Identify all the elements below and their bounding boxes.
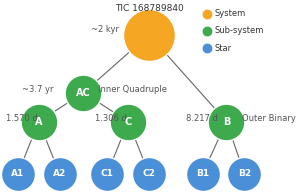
Text: Sub-system: Sub-system (215, 26, 264, 35)
Point (205, 12, 209, 15)
Point (200, 172, 205, 175)
Text: C1: C1 (101, 169, 114, 178)
Point (15, 172, 20, 175)
Text: AC: AC (76, 88, 91, 98)
Point (242, 172, 247, 175)
Text: ~2 kyr: ~2 kyr (91, 25, 119, 34)
Text: C2: C2 (142, 169, 156, 178)
Point (205, 29, 209, 32)
Text: 1.570 d: 1.570 d (6, 114, 38, 123)
Point (81, 91, 86, 94)
Text: B1: B1 (196, 169, 209, 178)
Point (224, 120, 229, 123)
Text: Star: Star (215, 44, 232, 53)
Text: 8.217 d: 8.217 d (186, 114, 218, 123)
Point (36, 120, 41, 123)
Text: 1.306 d: 1.306 d (95, 114, 127, 123)
Text: C: C (125, 117, 132, 127)
Point (126, 120, 131, 123)
Point (147, 33, 151, 36)
Text: ~3.7 yr: ~3.7 yr (22, 85, 54, 94)
Text: A: A (35, 117, 43, 127)
Point (105, 172, 110, 175)
Point (205, 47, 209, 50)
Point (57, 172, 62, 175)
Text: A1: A1 (11, 169, 24, 178)
Text: B: B (223, 117, 230, 127)
Point (147, 172, 151, 175)
Text: TIC 168789840: TIC 168789840 (115, 4, 183, 13)
Text: System: System (215, 9, 246, 18)
Text: A2: A2 (53, 169, 66, 178)
Text: Inner Quadruple: Inner Quadruple (98, 85, 167, 94)
Text: B2: B2 (238, 169, 251, 178)
Text: Outer Binary: Outer Binary (242, 114, 296, 123)
